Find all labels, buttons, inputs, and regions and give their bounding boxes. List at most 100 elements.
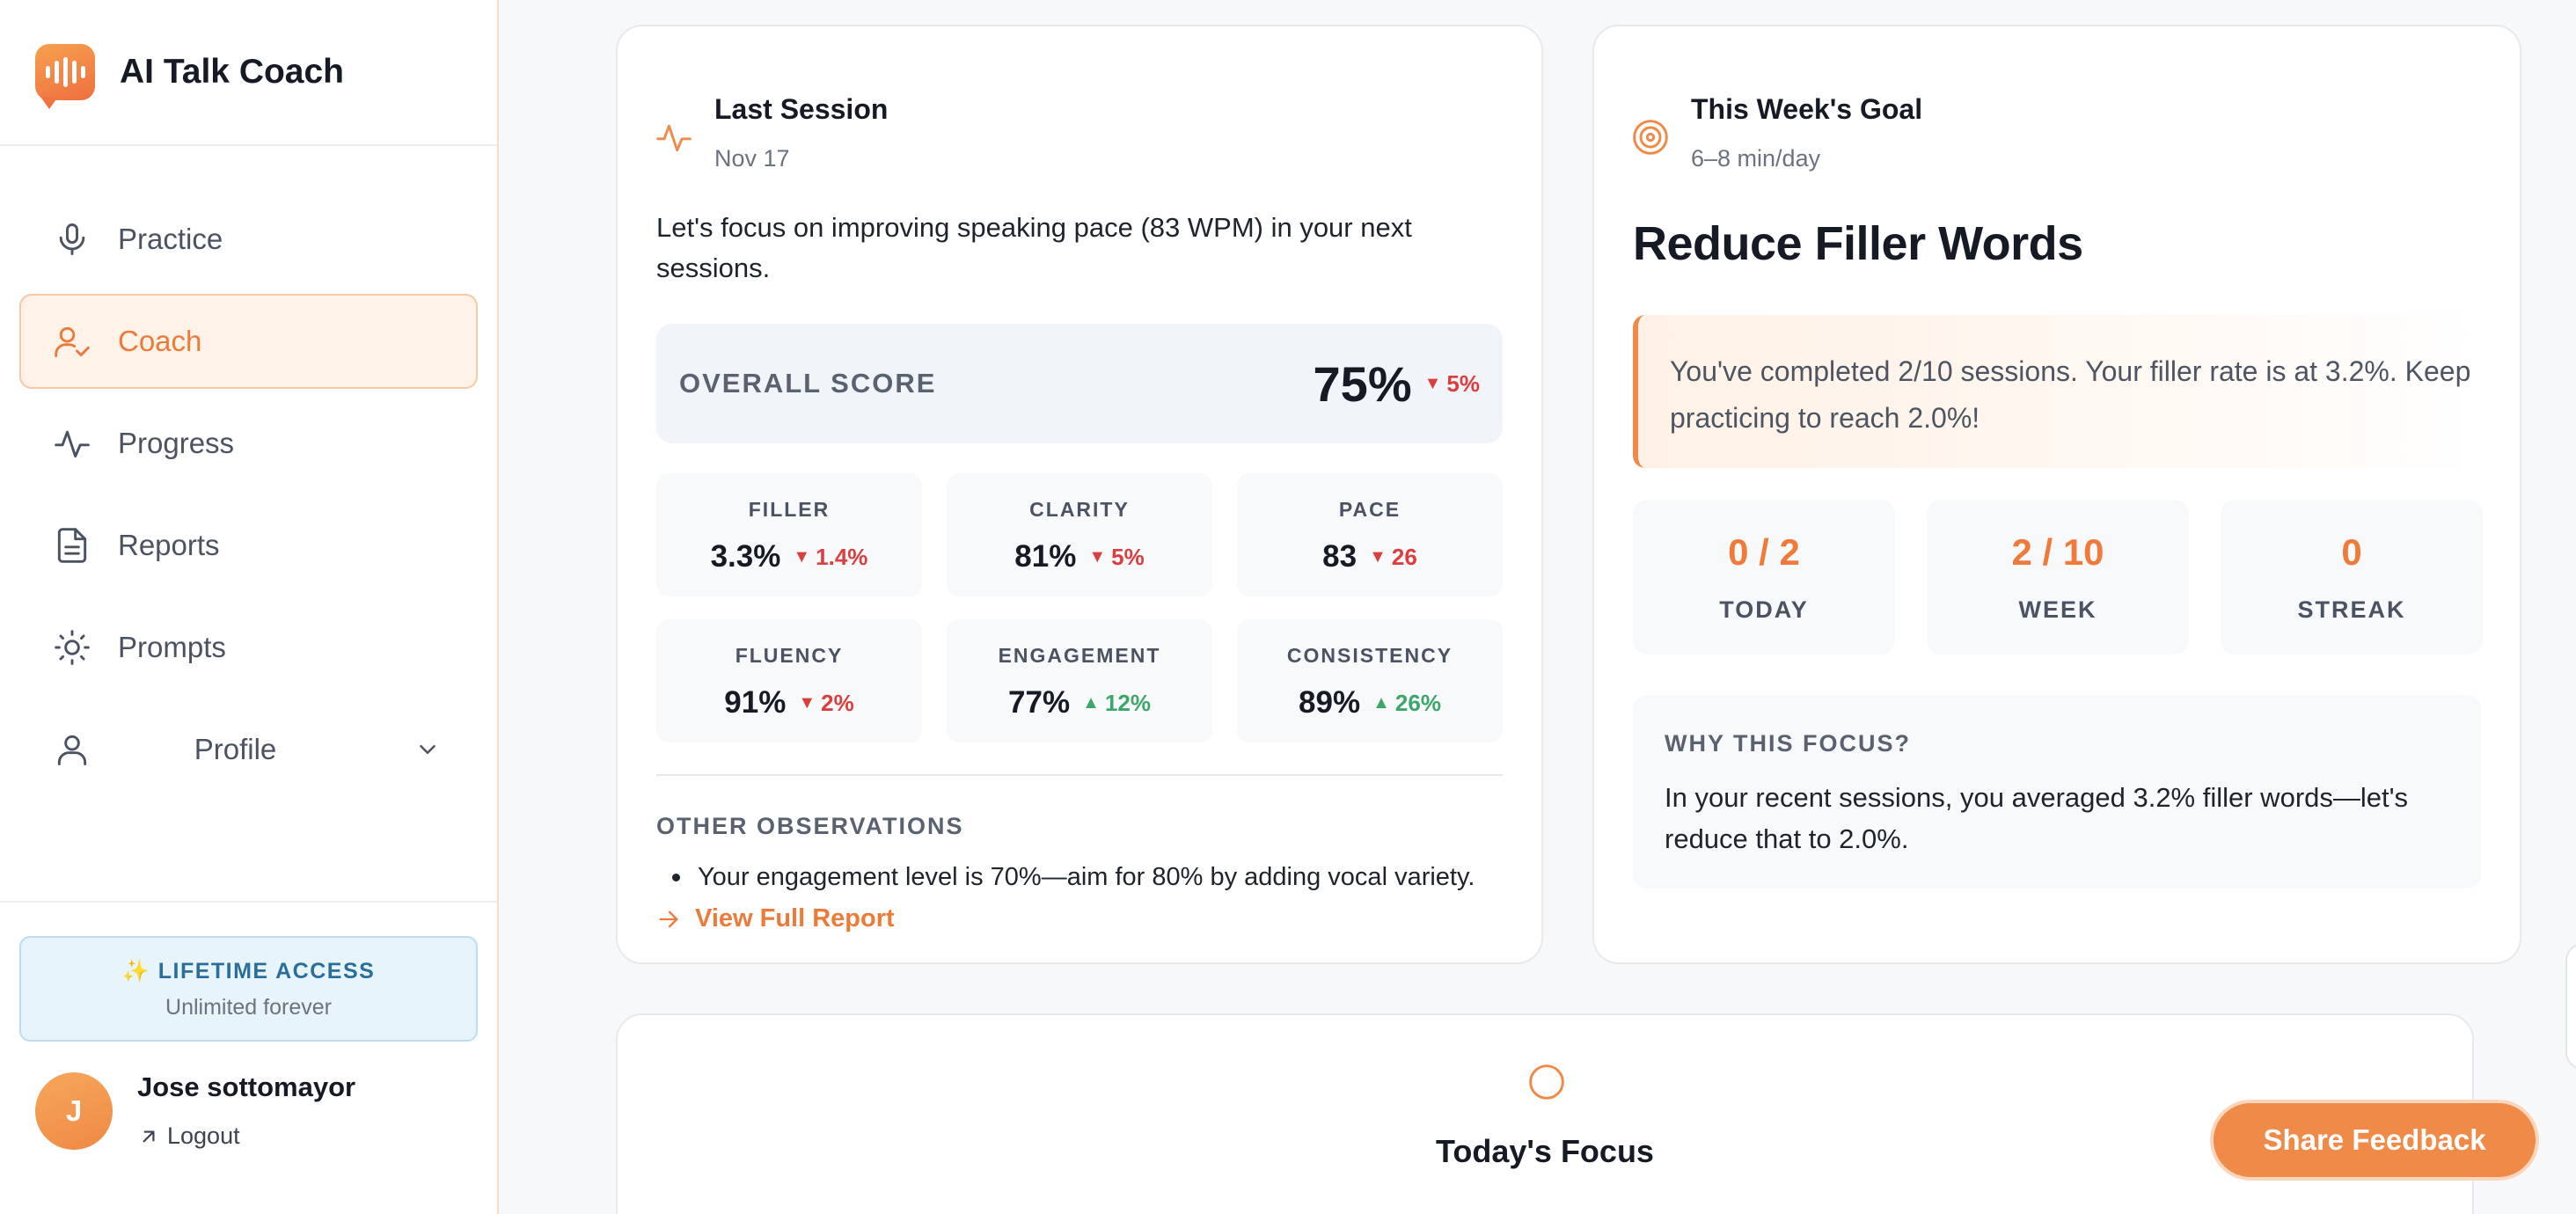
- stat-value: 2 / 10: [2011, 531, 2104, 573]
- plan-subtitle: Unlimited forever: [165, 995, 332, 1020]
- observations-title: OTHER OBSERVATIONS: [656, 813, 964, 839]
- metric-value: 81%: [1014, 539, 1077, 574]
- sidebar-nav: Practice Coach Progress Reports Prompts …: [0, 146, 497, 797]
- user-check-icon: [55, 326, 90, 357]
- metric-delta: ▼ 1.4%: [793, 543, 868, 570]
- goal-target: 6–8 min/day: [1691, 145, 1821, 172]
- sidebar-item-label: Practice: [118, 223, 223, 255]
- stat-label: WEEK: [2018, 596, 2097, 623]
- stat-value: 0: [2341, 531, 2362, 573]
- metric-delta: ▼ 5%: [1088, 543, 1145, 570]
- overall-score-delta: ▼ 5%: [1423, 369, 1480, 397]
- sun-icon: [55, 630, 90, 665]
- side-panel-handle[interactable]: [2565, 943, 2576, 1070]
- session-summary: Let's focus on improving speaking pace (…: [656, 212, 1412, 283]
- view-full-report-label: View Full Report: [695, 904, 895, 932]
- app-title: AI Talk Coach: [120, 53, 345, 91]
- metric-label: ENGAGEMENT: [998, 644, 1161, 667]
- logout-label: Logout: [167, 1123, 240, 1149]
- view-full-report-link[interactable]: View Full Report: [656, 904, 1503, 933]
- document-icon: [57, 528, 87, 563]
- divider: [656, 774, 1503, 776]
- sidebar-item-label: Coach: [118, 325, 202, 357]
- sidebar-item-label: Profile: [194, 733, 277, 765]
- triangle-down-icon: ▼: [798, 692, 816, 713]
- metrics-grid: FILLER 3.3% ▼ 1.4% CLARITY 81% ▼ 5% PACE 83 ▼…: [656, 473, 1503, 742]
- metric-delta: ▼ 2%: [798, 689, 854, 716]
- metric-consistency: CONSISTENCY 89% ▲ 26%: [1237, 619, 1503, 742]
- goal-stats: 0 / 2 TODAY 2 / 10 WEEK 0 STREAK: [1633, 500, 2483, 655]
- why-this-focus: WHY THIS FOCUS? In your recent sessions,…: [1633, 695, 2481, 889]
- metric-label: FLUENCY: [735, 644, 844, 667]
- chevron-down-icon[interactable]: [414, 736, 441, 763]
- sidebar-item-progress[interactable]: Progress: [19, 396, 478, 491]
- sidebar-item-practice[interactable]: Practice: [19, 192, 478, 287]
- sidebar-item-label: Progress: [118, 427, 235, 459]
- triangle-down-icon: ▼: [1423, 373, 1442, 393]
- plan-badge: ✨ LIFETIME ACCESS Unlimited forever: [19, 936, 478, 1042]
- stat-week: 2 / 10 WEEK: [1927, 500, 2189, 655]
- arrow-up-right-icon: [143, 1130, 155, 1142]
- stat-label: TODAY: [1719, 596, 1809, 623]
- stat-streak: 0 STREAK: [2221, 500, 2483, 655]
- metric-value: 89%: [1299, 685, 1361, 720]
- metric-delta: ▲ 26%: [1372, 689, 1441, 716]
- observations-list: Your engagement level is 70%—aim for 80%…: [656, 863, 1503, 892]
- plan-title: ✨ LIFETIME ACCESS: [121, 959, 376, 984]
- avatar[interactable]: J: [35, 1071, 113, 1150]
- user-name: Jose sottomayor: [137, 1071, 356, 1102]
- overall-score: OVERALL SCORE 75% ▼ 5%: [656, 324, 1503, 443]
- metric-value: 3.3%: [710, 539, 781, 574]
- sidebar-item-label: Reports: [118, 529, 220, 561]
- brand[interactable]: AI Talk Coach: [0, 0, 497, 146]
- arrow-right-icon: [659, 910, 678, 927]
- card-title: Last Session: [714, 93, 889, 125]
- last-session-card: Last Session Nov 17 Let's focus on impro…: [616, 25, 1543, 964]
- weekly-goal-card: This Week's Goal 6–8 min/day Reduce Fill…: [1592, 25, 2521, 964]
- triangle-down-icon: ▼: [1088, 546, 1107, 567]
- activity-icon: [55, 430, 90, 458]
- app-logo-icon: [35, 44, 95, 109]
- metric-value: 77%: [1008, 685, 1071, 720]
- stat-value: 0 / 2: [1728, 531, 1800, 573]
- list-item: Your engagement level is 70%—aim for 80%…: [656, 863, 1503, 892]
- user-panel: J Jose sottomayor Logout: [0, 1042, 497, 1150]
- why-title: WHY THIS FOCUS?: [1665, 730, 1912, 757]
- triangle-up-icon: ▲: [1372, 692, 1390, 713]
- todays-focus-card: Today's Focus: [616, 1013, 2474, 1214]
- user-icon: [57, 735, 87, 765]
- metric-label: PACE: [1338, 498, 1401, 521]
- overall-score-value: 75%: [1313, 355, 1412, 412]
- circle-icon: [1529, 1064, 1564, 1100]
- triangle-down-icon: ▼: [1369, 546, 1387, 567]
- sidebar-item-coach[interactable]: Coach: [19, 294, 478, 389]
- metric-label: CLARITY: [1029, 498, 1130, 521]
- metric-delta: ▼ 26: [1369, 543, 1417, 570]
- goal-progress-message: You've completed 2/10 sessions. Your fil…: [1633, 315, 2481, 468]
- card-title: This Week's Goal: [1691, 93, 1923, 125]
- session-date: Nov 17: [714, 145, 790, 172]
- sidebar-footer: ✨ LIFETIME ACCESS Unlimited forever J Jo…: [0, 901, 497, 1150]
- sidebar: AI Talk Coach Practice Coach Progress Re…: [0, 0, 499, 1214]
- sidebar-item-label: Prompts: [118, 631, 226, 663]
- sidebar-item-prompts[interactable]: Prompts: [19, 600, 478, 695]
- metric-label: CONSISTENCY: [1286, 644, 1453, 667]
- share-feedback-button[interactable]: Share Feedback: [2210, 1100, 2539, 1181]
- logout-button[interactable]: Logout: [137, 1123, 355, 1150]
- microphone-icon: [59, 223, 85, 255]
- metric-fluency: FLUENCY 91% ▼ 2%: [656, 619, 922, 742]
- metric-label: FILLER: [748, 498, 831, 521]
- metric-engagement: ENGAGEMENT 77% ▲ 12%: [947, 619, 1212, 742]
- sidebar-item-reports[interactable]: Reports: [19, 498, 478, 593]
- overall-score-label: OVERALL SCORE: [679, 368, 937, 399]
- metric-value: 91%: [724, 685, 787, 720]
- metric-filler: FILLER 3.3% ▼ 1.4%: [656, 473, 922, 596]
- triangle-down-icon: ▼: [793, 546, 811, 567]
- activity-icon: [656, 124, 692, 152]
- sidebar-item-profile[interactable]: Profile: [19, 702, 478, 797]
- metric-delta: ▲ 12%: [1082, 689, 1151, 716]
- metric-value: 83: [1322, 539, 1358, 574]
- triangle-up-icon: ▲: [1082, 692, 1100, 713]
- metric-clarity: CLARITY 81% ▼ 5%: [947, 473, 1212, 596]
- metric-pace: PACE 83 ▼ 26: [1237, 473, 1503, 596]
